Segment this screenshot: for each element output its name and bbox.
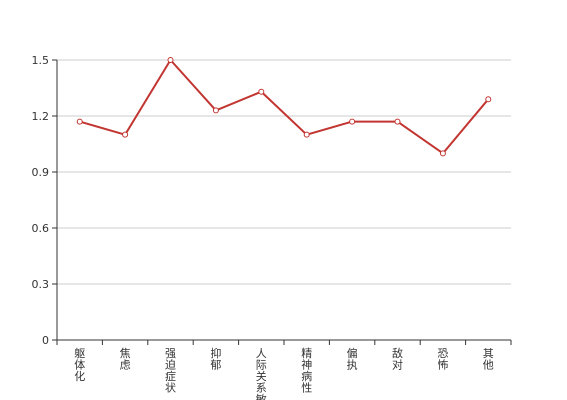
x-tick-label: 焦虑 <box>120 347 131 372</box>
data-point <box>212 107 219 114</box>
x-axis: 躯体化 焦虑 强迫症状 抑郁 人际关系敏感 精神病性 偏执 敌对 恐怖 其他 <box>56 339 512 400</box>
data-point <box>76 118 83 125</box>
y-tick-label: 1.2 <box>32 110 50 123</box>
y-tick-label: 0 <box>42 334 49 347</box>
y-axis: 0 0.3 0.6 0.9 1.2 1.5 <box>32 54 58 347</box>
data-point <box>167 57 174 63</box>
data-point <box>439 150 446 157</box>
data-point <box>122 131 129 138</box>
x-tick-label: 抑郁 <box>210 346 221 372</box>
data-point <box>485 96 492 103</box>
data-point <box>303 131 310 138</box>
y-tick-label: 1.5 <box>32 54 50 67</box>
y-tick-label: 0.9 <box>32 166 50 179</box>
x-tick-label: 恐怖 <box>437 347 448 372</box>
x-tick-label: 敌对 <box>392 346 403 372</box>
series-line <box>79 59 490 155</box>
x-tick-label: 其他 <box>483 347 494 372</box>
x-tick-label: 精神病性 <box>301 347 312 395</box>
x-tick-label: 躯体化 <box>74 347 85 383</box>
data-point <box>349 118 356 125</box>
data-point <box>258 88 265 95</box>
y-tick-label: 0.6 <box>32 222 50 235</box>
data-point <box>394 118 401 125</box>
x-tick-label: 人际关系敏感 <box>256 347 267 400</box>
x-tick-label: 偏执 <box>347 346 358 372</box>
x-tick-label: 强迫症状 <box>165 347 176 395</box>
y-tick-label: 0.3 <box>32 278 50 291</box>
grid-lines <box>57 59 511 285</box>
series-layer <box>76 57 492 157</box>
